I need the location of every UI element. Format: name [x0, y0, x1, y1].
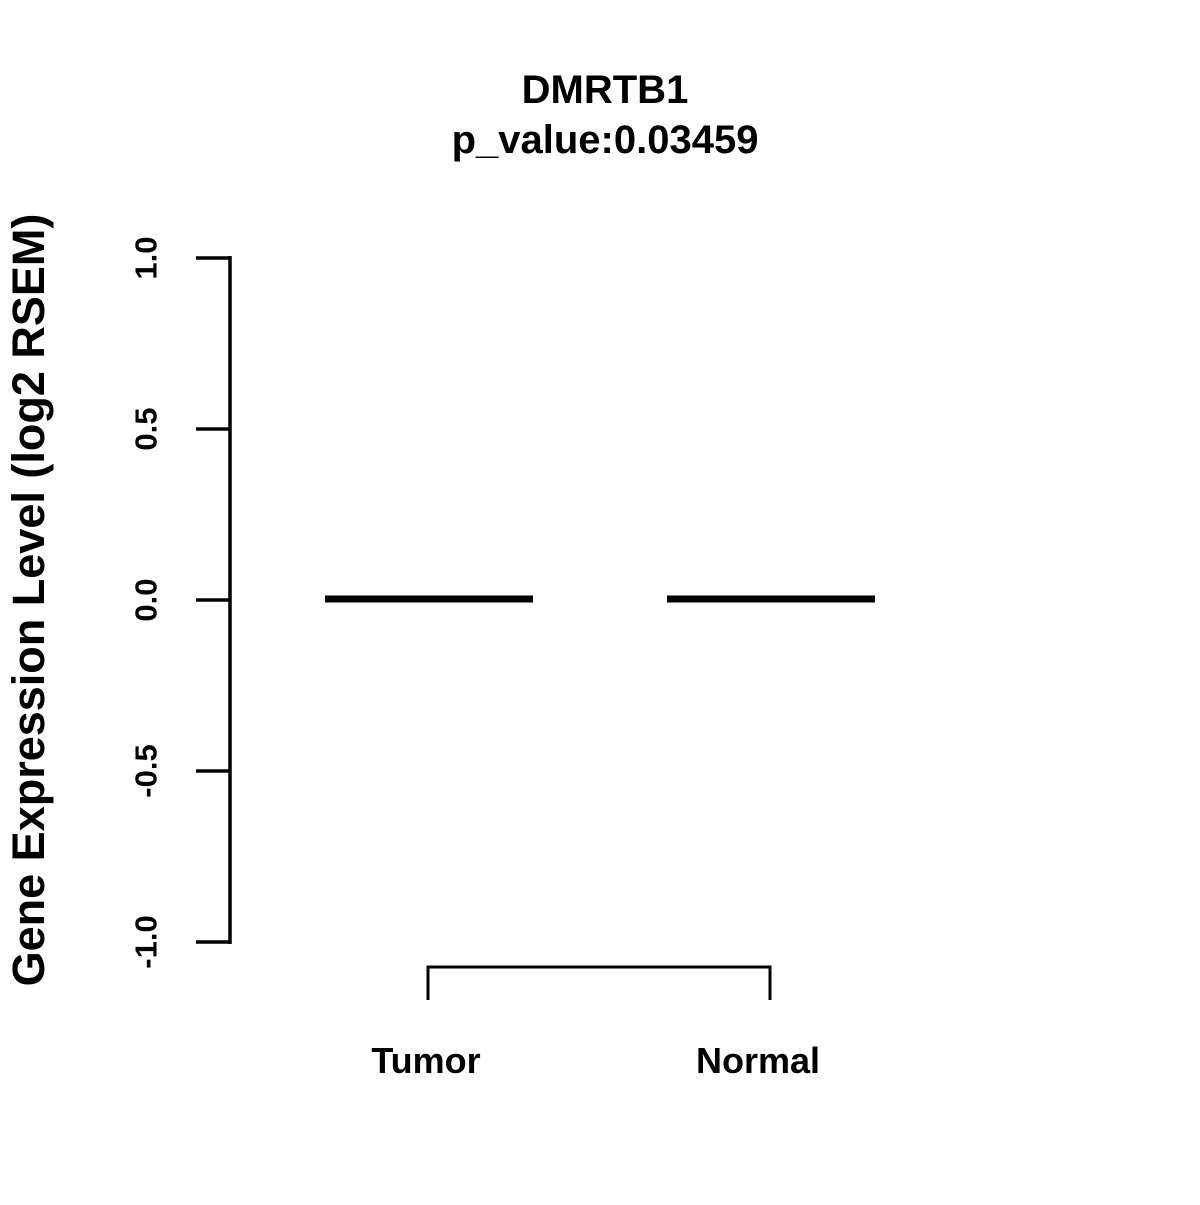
comparison-bracket	[426, 965, 772, 1000]
chart-subtitle-pvalue: p_value:0.03459	[452, 118, 759, 162]
y-tick-label: 0.5	[129, 407, 164, 450]
x-group-label-tumor: Tumor	[371, 1040, 480, 1081]
chart-title: DMRTB1	[522, 68, 689, 112]
y-axis-label: Gene Expression Level (log2 RSEM)	[3, 214, 54, 987]
y-tick-label: -0.5	[129, 744, 164, 797]
y-tick-label: 1.0	[129, 236, 164, 279]
y-tick-label: -1.0	[129, 915, 164, 968]
y-tick-label: 0.0	[129, 578, 164, 621]
x-group-label-normal: Normal	[696, 1040, 820, 1081]
